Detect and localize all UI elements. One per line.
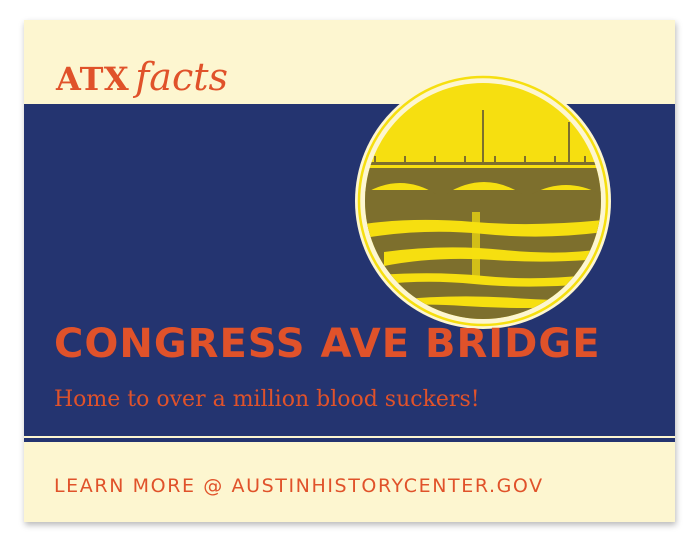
brand-prefix: ATX	[56, 60, 130, 98]
brand-suffix: facts	[135, 55, 228, 99]
divider-stripe	[24, 438, 675, 442]
page-title: CONGRESS AVE BRIDGE	[54, 321, 601, 367]
poster-card: ATX facts	[24, 20, 675, 522]
bridge-illustration	[355, 73, 611, 329]
learn-more-link[interactable]: LEARN MORE @ AUSTINHISTORYCENTER.GOV	[54, 475, 544, 497]
subtitle: Home to over a million blood suckers!	[54, 387, 480, 412]
brand-logo: ATX facts	[56, 58, 228, 96]
